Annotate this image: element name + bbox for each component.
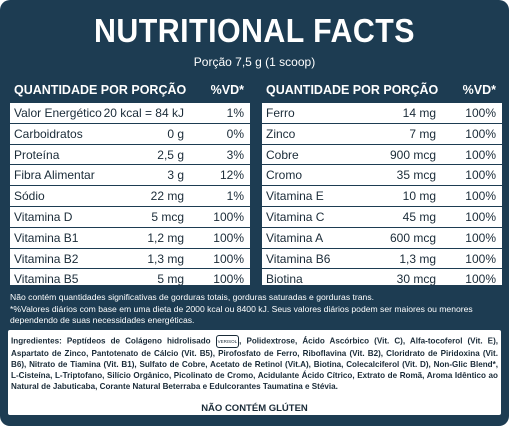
nutrient-name: Fibra Alimentar (14, 168, 95, 183)
table-row: Vitamina A 600 mcg 100% (262, 228, 502, 249)
table-row: Proteína 2,5 g 3% (10, 145, 250, 166)
table-row: Carboidratos 0 g 0% (10, 124, 250, 145)
nutrient-amount: 2,5 g (157, 147, 184, 162)
nutrient-name: Ferro (266, 106, 295, 120)
nutrient-vd: 100% (465, 189, 496, 204)
table-row: Vitamina B2 1,3 mg 100% (10, 249, 250, 270)
nutrient-vd: 100% (465, 126, 496, 141)
ingredients-part-2: , Polidextrose, Ácido Ascórbico (Vit. C)… (11, 336, 499, 391)
table-row: Ferro 14 mg 100% (262, 103, 502, 124)
nutrient-vd: 1% (226, 106, 244, 120)
right-table-header: QUANTIDADE POR PORÇÃO %VD* (262, 81, 502, 99)
nutrient-vd: 100% (213, 251, 244, 266)
nutrient-amount: 1,2 mg (147, 230, 184, 245)
quantity-header: QUANTIDADE POR PORÇÃO (14, 83, 187, 97)
table-row: Cromo 35 mcg 100% (262, 165, 502, 187)
nutrient-amount: 3 g (167, 168, 184, 183)
table-divider (250, 103, 262, 285)
nutrient-vd: 100% (213, 272, 244, 287)
table-row: Fibra Alimentar 3 g 12% (10, 165, 250, 187)
ingredients-text: Ingredientes: Peptídeos de Colágeno hidr… (11, 335, 498, 392)
nutrient-vd: 100% (465, 147, 496, 162)
left-nutrient-table: Valor Energético 20 kcal = 84 kJ 1% Carboi… (10, 103, 250, 286)
nutrient-amount: 22 mg (150, 189, 184, 204)
nutrient-amount: 45 mg (402, 209, 436, 224)
nutrient-amount: 5 mg (157, 272, 184, 287)
left-table-header: QUANTIDADE POR PORÇÃO %VD* (10, 81, 250, 99)
nutrient-amount: 900 mcg (389, 147, 436, 162)
nutrient-amount: 1,3 mg (147, 251, 184, 266)
nutrient-vd: 100% (465, 251, 496, 266)
table-row: Sódio 22 mg 1% (10, 186, 250, 207)
nutrient-amount: 20 kcal = 84 kJ (103, 106, 184, 120)
table-row: Vitamina B1 1,2 mg 100% (10, 228, 250, 249)
nutrient-name: Vitamina B6 (266, 251, 331, 266)
nutrient-amount: 0 g (167, 126, 184, 141)
footnotes: Não contém quantidades significativas de… (10, 292, 505, 327)
table-row: Vitamina B6 1,3 mg 100% (262, 249, 502, 270)
table-row: Vitamina E 10 mg 100% (262, 186, 502, 207)
nutrient-vd: 100% (465, 272, 496, 287)
nutrient-name: Sódio (14, 189, 45, 204)
nutrient-name: Cobre (266, 147, 299, 162)
table-row: Valor Energético 20 kcal = 84 kJ 1% (10, 103, 250, 124)
nutrient-amount: 5 mcg (151, 209, 184, 224)
table-row: Vitamina D 5 mcg 100% (10, 207, 250, 228)
nutrient-name: Valor Energético (14, 106, 102, 120)
gluten-free-notice: NÃO CONTÉM GLÚTEN (201, 403, 308, 414)
nutrient-amount: 14 mg (402, 106, 436, 120)
table-row: Biotina 30 mcg 100% (262, 269, 502, 289)
ingredients-part-1: Peptídeos de Colágeno hidrolisado (66, 336, 211, 346)
footnote-daily-values: *%Valores diários com base em uma dieta … (10, 303, 473, 326)
table-row: Vitamina B5 5 mg 100% (10, 269, 250, 289)
nutrient-name: Vitamina B1 (14, 230, 79, 245)
nutrient-vd: 100% (213, 209, 244, 224)
nutrient-name: Carboidratos (14, 126, 83, 141)
nutrient-name: Vitamina B5 (14, 272, 79, 287)
footnote-fats: Não contém quantidades significativas de… (10, 292, 375, 302)
nutrient-amount: 1,3 mg (399, 251, 436, 266)
nutrient-name: Vitamina A (266, 230, 324, 245)
ingredients-box: Ingredientes: Peptídeos de Colágeno hidr… (8, 330, 501, 415)
nutrient-vd: 100% (465, 230, 496, 245)
vd-header: %VD* (462, 83, 496, 97)
table-row: Zinco 7 mg 100% (262, 124, 502, 145)
nutrient-vd: 12% (219, 168, 244, 183)
nutrient-amount: 600 mcg (389, 230, 436, 245)
label-title: NUTRITIONAL FACTS (94, 12, 415, 49)
nutrient-amount: 30 mcg (396, 272, 436, 287)
nutrient-amount: 7 mg (409, 126, 436, 141)
quantity-header: QUANTIDADE POR PORÇÃO (266, 83, 439, 97)
nutrient-vd: 100% (465, 209, 496, 224)
nutrient-name: Proteína (14, 147, 60, 162)
nutrient-name: Vitamina E (266, 189, 324, 204)
nutrient-name: Zinco (266, 126, 296, 141)
vd-header: %VD* (210, 83, 244, 97)
verisol-trademark-icon: VERISOL (215, 335, 240, 348)
nutrient-vd: 0% (226, 126, 244, 141)
nutrient-vd: 100% (465, 106, 496, 120)
nutrient-amount: 35 mcg (396, 168, 436, 183)
nutrient-name: Biotina (266, 272, 303, 287)
nutrient-amount: 10 mg (402, 189, 436, 204)
nutrient-vd: 3% (226, 147, 244, 162)
table-row: Vitamina C 45 mg 100% (262, 207, 502, 228)
nutrient-vd: 100% (465, 168, 496, 183)
nutrient-name: Vitamina B2 (14, 251, 79, 266)
nutrient-name: Vitamina D (14, 209, 73, 224)
nutrient-name: Vitamina C (266, 209, 325, 224)
serving-size: Porção 7,5 g (1 scoop) (193, 55, 316, 69)
nutrient-vd: 100% (213, 230, 244, 245)
nutrient-vd: 1% (226, 189, 244, 204)
nutrient-name: Cromo (266, 168, 303, 183)
table-row: Cobre 900 mcg 100% (262, 145, 502, 166)
ingredients-label: Ingredientes: (11, 336, 62, 346)
right-nutrient-table: Ferro 14 mg 100% Zinco 7 mg 100% Cobre 900 mc… (262, 103, 502, 286)
